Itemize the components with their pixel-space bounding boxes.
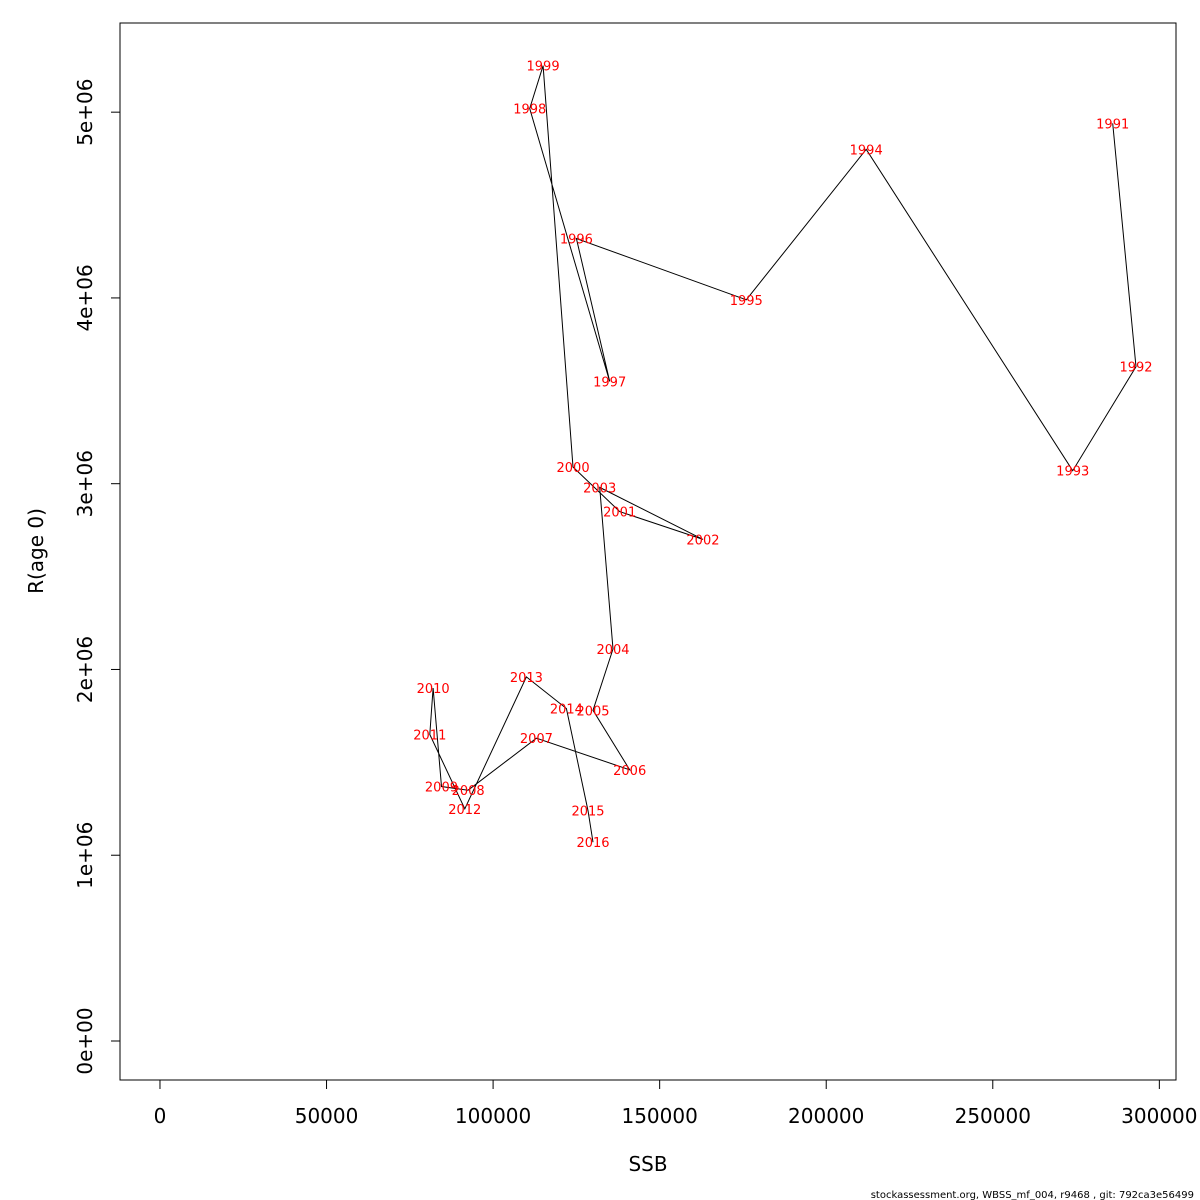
point-label-1995: 1995 [730,294,763,309]
point-label-1998: 1998 [513,102,546,117]
x-tick-label: 0 [154,1104,167,1128]
point-label-2013: 2013 [510,671,543,686]
point-label-2000: 2000 [557,461,590,476]
x-tick-label: 100000 [455,1104,531,1128]
x-tick-label: 200000 [788,1104,864,1128]
point-label-2005: 2005 [576,704,609,719]
x-tick-label: 250000 [955,1104,1031,1128]
y-tick-label: 1e+06 [73,822,97,889]
x-tick-label: 50000 [295,1104,359,1128]
point-label-2015: 2015 [571,805,604,820]
point-label-1994: 1994 [850,143,883,158]
point-label-2007: 2007 [520,732,553,747]
point-label-2006: 2006 [613,764,646,779]
x-axis: 0 50000 100000 150000 200000 250000 300000 [154,1079,1198,1128]
point-label-2016: 2016 [576,836,609,851]
x-tick-label: 300000 [1121,1104,1197,1128]
point-label-2008: 2008 [452,784,485,799]
y-tick-label: 3e+06 [73,450,97,517]
y-axis: 0e+00 1e+06 2e+06 3e+06 4e+06 5e+06 [73,79,121,1075]
x-axis-title: SSB [628,1152,667,1176]
x-tick-label: 150000 [621,1104,697,1128]
point-label-2010: 2010 [417,682,450,697]
point-label-2014: 2014 [550,702,583,717]
point-label-2002: 2002 [686,533,719,548]
point-label-1997: 1997 [593,376,626,391]
point-label-1996: 1996 [560,232,593,247]
point-labels: 1991 1992 1993 1994 1995 1996 1997 1998 1999 2000… [413,60,1152,851]
footer-text: stockassessment.org, WBSS_mf_004, r9468 … [871,1190,1194,1200]
point-label-1993: 1993 [1056,465,1089,480]
plot-frame [119,22,1177,1081]
y-tick-label: 5e+06 [73,79,97,146]
series-line [429,65,1137,843]
point-label-1991: 1991 [1096,117,1129,132]
point-label-1999: 1999 [527,60,560,75]
point-label-2003: 2003 [583,481,616,496]
y-axis-title: R(age 0) [24,508,48,594]
y-tick-label: 2e+06 [73,636,97,703]
point-label-2009: 2009 [425,780,458,795]
point-label-2012: 2012 [448,803,481,818]
y-tick-label: 0e+00 [73,1007,97,1074]
point-label-1992: 1992 [1119,361,1152,376]
point-label-2004: 2004 [596,643,629,658]
point-label-2011: 2011 [413,728,446,743]
y-tick-label: 4e+06 [73,264,97,331]
point-label-2001: 2001 [603,506,636,521]
